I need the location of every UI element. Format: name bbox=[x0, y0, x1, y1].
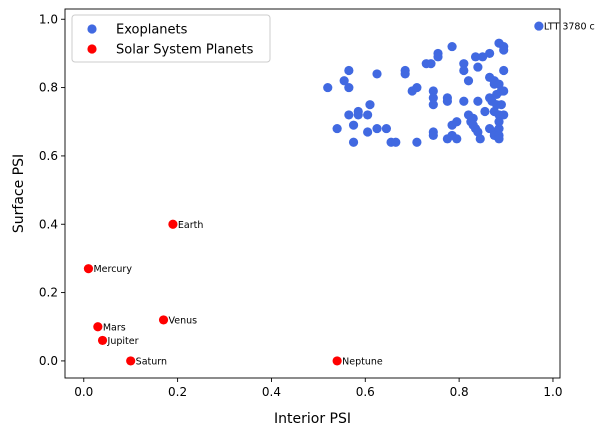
legend: Exoplanets Solar System Planets bbox=[71, 14, 271, 63]
point-annotation: Jupiter bbox=[107, 336, 139, 347]
y-tick-label: 0.6 bbox=[39, 149, 58, 163]
exoplanet-point bbox=[365, 100, 375, 110]
exoplanet-point bbox=[372, 69, 382, 79]
exoplanet-point bbox=[463, 76, 474, 86]
exoplanet-point bbox=[475, 134, 485, 144]
exoplanet-point bbox=[480, 106, 490, 117]
exoplanet-point bbox=[323, 82, 333, 93]
y-tick-label: 0.0 bbox=[39, 354, 58, 368]
exoplanet-point bbox=[363, 127, 373, 137]
exoplanet-point bbox=[499, 45, 509, 55]
solar-planet-point bbox=[93, 322, 103, 332]
exoplanet-point bbox=[442, 96, 452, 106]
exoplanet-point bbox=[485, 48, 495, 59]
exoplanet-point bbox=[381, 123, 391, 134]
exoplanet-point bbox=[426, 59, 436, 69]
exoplanet-point bbox=[499, 65, 509, 76]
exoplanet-point bbox=[344, 110, 354, 120]
y-tick-label: 0.8 bbox=[39, 81, 58, 95]
solar-planet-point bbox=[97, 335, 108, 346]
x-tick-label: 0.4 bbox=[262, 385, 281, 399]
x-axis-title: Interior PSI bbox=[274, 411, 351, 427]
exoplanet-point bbox=[400, 69, 410, 79]
exoplanet-point bbox=[477, 52, 488, 62]
exoplanet-point bbox=[447, 41, 457, 52]
point-annotation: Neptune bbox=[342, 356, 383, 367]
exoplanet-point bbox=[473, 62, 483, 72]
y-axis: 0.0 0.2 0.4 0.6 0.8 1.0 bbox=[39, 12, 65, 368]
solar-planet-point bbox=[83, 264, 94, 274]
plot-frame bbox=[64, 8, 561, 379]
exoplanet-point bbox=[459, 96, 469, 106]
exoplanet-point bbox=[344, 82, 354, 93]
exoplanet-point bbox=[459, 59, 469, 69]
legend-label: Solar System Planets bbox=[116, 43, 254, 58]
exoplanet-point bbox=[452, 134, 462, 144]
exoplanet-point bbox=[428, 130, 438, 141]
exoplanet-point bbox=[494, 134, 504, 144]
x-tick-label: 0.0 bbox=[74, 385, 93, 399]
exoplanet-point bbox=[344, 65, 354, 76]
y-tick-label: 0.2 bbox=[39, 286, 58, 300]
exoplanet-point bbox=[534, 21, 544, 31]
exoplanet-point bbox=[332, 123, 342, 134]
exoplanet-point bbox=[372, 123, 382, 134]
point-annotation: LTT 3780 c bbox=[544, 22, 595, 33]
point-annotation: Venus bbox=[169, 315, 198, 326]
exoplanet-point bbox=[428, 86, 438, 96]
exoplanet-point bbox=[496, 100, 506, 110]
exoplanet-point bbox=[494, 117, 504, 127]
plot-area: LTT 3780 c Earth Mercury Mars Venus Jupiter Sa… bbox=[83, 21, 595, 367]
exoplanet-point bbox=[412, 82, 422, 93]
exoplanet-point bbox=[339, 76, 349, 86]
exoplanet-point bbox=[348, 120, 359, 130]
legend-box bbox=[71, 14, 271, 63]
y-tick-label: 1.0 bbox=[39, 12, 58, 26]
solar-planet-point bbox=[126, 356, 136, 366]
exoplanet-point bbox=[499, 110, 509, 120]
exoplanet-point bbox=[412, 137, 422, 147]
exoplanet-point bbox=[494, 123, 504, 134]
exoplanet-point bbox=[348, 137, 359, 147]
legend-label: Exoplanets bbox=[116, 23, 188, 38]
legend-marker bbox=[87, 44, 97, 54]
exoplanet-point bbox=[391, 137, 401, 147]
exoplanet-point bbox=[363, 110, 373, 120]
exoplanet-point bbox=[470, 52, 481, 62]
exoplanet-point bbox=[428, 100, 438, 110]
exoplanet-point bbox=[468, 113, 478, 123]
y-tick-label: 0.4 bbox=[39, 217, 58, 231]
x-tick-label: 1.0 bbox=[543, 385, 562, 399]
x-tick-label: 0.2 bbox=[168, 385, 187, 399]
y-axis-title: Surface PSI bbox=[11, 154, 27, 233]
point-annotation: Mars bbox=[103, 322, 126, 333]
x-tick-label: 0.8 bbox=[450, 385, 469, 399]
solar-planet-point bbox=[158, 315, 169, 325]
exoplanet-point bbox=[499, 86, 509, 96]
exoplanet-point bbox=[428, 93, 438, 103]
exoplanet-point bbox=[459, 65, 469, 76]
exoplanet-point bbox=[353, 106, 363, 117]
x-axis: 0.0 0.2 0.4 0.6 0.8 1.0 bbox=[74, 378, 563, 399]
solar-planet-point bbox=[332, 356, 342, 366]
solar-planet-point bbox=[168, 219, 178, 229]
legend-marker bbox=[87, 24, 97, 34]
exoplanet-point bbox=[473, 96, 483, 106]
point-annotation: Earth bbox=[178, 220, 203, 231]
exoplanet-point bbox=[452, 117, 462, 127]
exoplanet-point bbox=[433, 52, 443, 62]
point-annotation: Mercury bbox=[93, 264, 132, 275]
point-annotation: Saturn bbox=[136, 356, 167, 367]
x-tick-label: 0.6 bbox=[356, 385, 375, 399]
